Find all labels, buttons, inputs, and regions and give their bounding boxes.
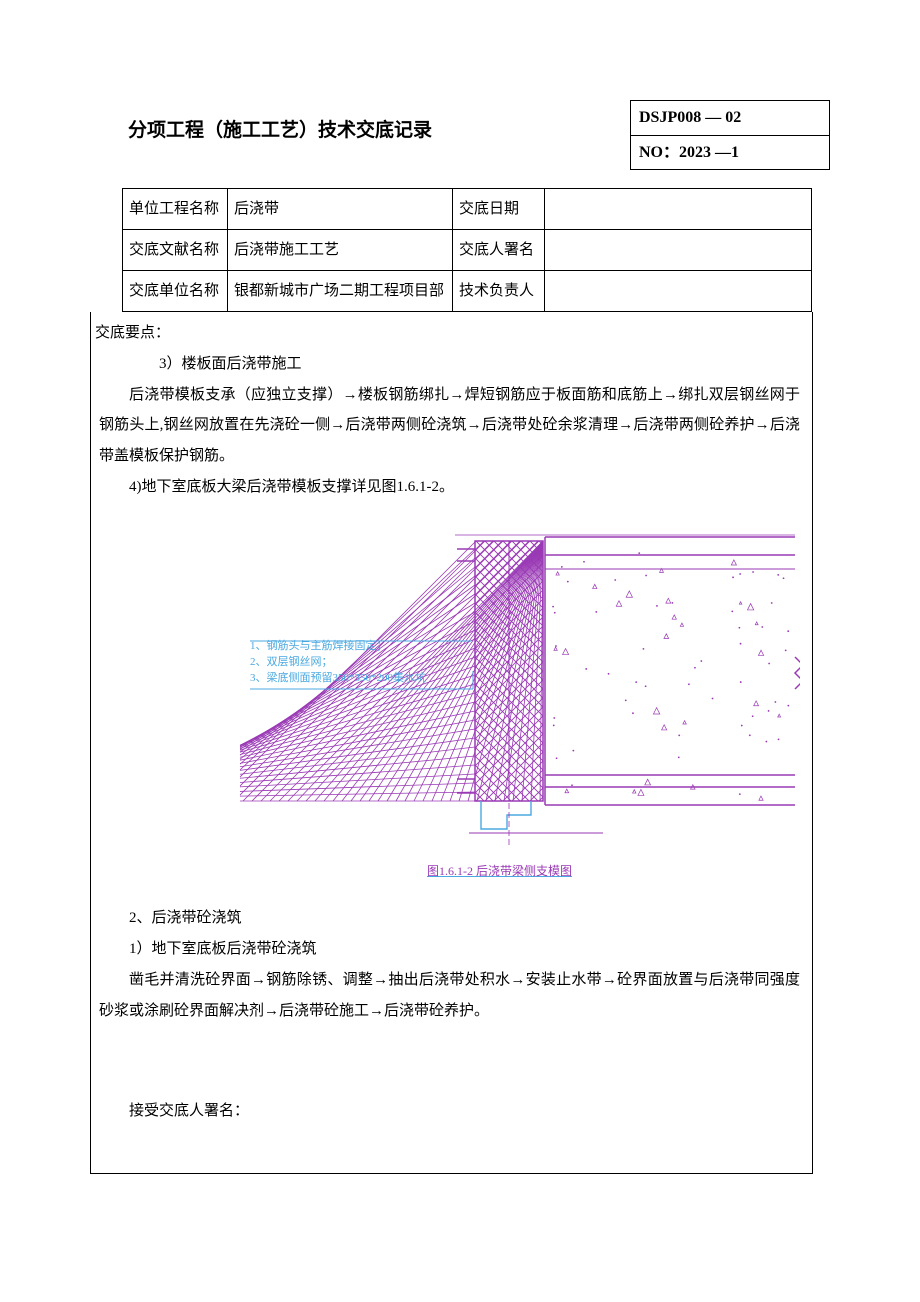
table-row: 交底文献名称 后浇带施工工艺 交底人署名 [123, 230, 812, 271]
table-row: 单位工程名称 后浇带 交底日期 [123, 189, 812, 230]
figure-container: 1、钢筋头与主筋焊接固定； 2、双层钢丝网； 3、梁底侧面预留350*350*200… [99, 511, 800, 851]
label-signer: 交底人署名 [453, 230, 545, 271]
svg-text:3、梁底侧面预留350*350*200集水坑: 3、梁底侧面预留350*350*200集水坑 [250, 670, 426, 684]
doc-no-line2: NO：2023 —1 [631, 136, 829, 170]
keypoints-label: 交底要点： [95, 318, 800, 349]
section2-title: 2、后浇带砼浇筑 [99, 903, 800, 934]
label-date: 交底日期 [453, 189, 545, 230]
val-unit-name: 银都新城市广场二期工程项目部 [228, 271, 453, 312]
content-box: 交底要点： 3）楼板面后浇带施工 后浇带模板支承（应独立支撑）→楼板钢筋绑扎→焊… [90, 312, 813, 1174]
table-row: 交底单位名称 银都新城市广场二期工程项目部 技术负责人 [123, 271, 812, 312]
val-tech-lead [545, 271, 812, 312]
section2-item1-title: 1）地下室底板后浇带砼浇筑 [99, 934, 800, 965]
val-signer [545, 230, 812, 271]
val-unit-project: 后浇带 [228, 189, 453, 230]
page-title: 分项工程（施工工艺）技术交底记录 [90, 100, 630, 146]
section2-item1-body: 凿毛并清洗砼界面→钢筋除锈、调整→抽出后浇带处积水→安装止水带→砼界面放置与后浇… [99, 965, 800, 1027]
item4-title: 4)地下室底板大梁后浇带模板支撑详见图1.6.1-2。 [99, 472, 800, 503]
label-unit-project: 单位工程名称 [123, 189, 228, 230]
label-tech-lead: 技术负责人 [453, 271, 545, 312]
val-doc-name: 后浇带施工工艺 [228, 230, 453, 271]
signature-label: 接受交底人署名： [129, 1096, 800, 1127]
svg-text:1、钢筋头与主筋焊接固定；: 1、钢筋头与主筋焊接固定； [250, 638, 388, 652]
label-unit-name: 交底单位名称 [123, 271, 228, 312]
svg-text:2、双层钢丝网；: 2、双层钢丝网； [250, 655, 333, 668]
header-row: 分项工程（施工工艺）技术交底记录 DSJP008 — 02 NO：2023 —1 [90, 100, 830, 170]
val-date [545, 189, 812, 230]
doc-number-box: DSJP008 — 02 NO：2023 —1 [630, 100, 830, 170]
doc-no-line1: DSJP008 — 02 [631, 101, 829, 136]
info-table: 单位工程名称 后浇带 交底日期 交底文献名称 后浇带施工工艺 交底人署名 交底单… [122, 188, 812, 312]
figure-caption: 图1.6.1-2 后浇带梁侧支模图 [99, 859, 800, 884]
beam-diagram: 1、钢筋头与主筋焊接固定； 2、双层钢丝网； 3、梁底侧面预留350*350*200… [240, 511, 800, 851]
item3-body: 后浇带模板支承（应独立支撑）→楼板钢筋绑扎→焊短钢筋应于板面筋和底筋上→绑扎双层… [99, 380, 800, 472]
label-doc-name: 交底文献名称 [123, 230, 228, 271]
item3-title: 3）楼板面后浇带施工 [99, 349, 800, 380]
